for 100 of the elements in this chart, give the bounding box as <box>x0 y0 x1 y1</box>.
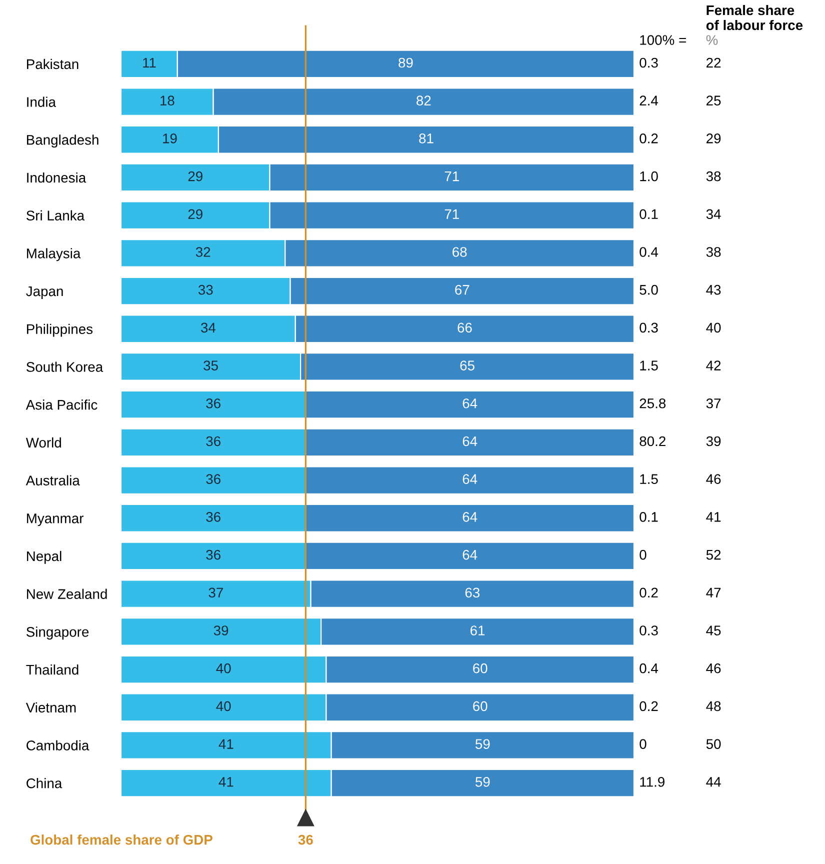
y-tick-label: New Zealand <box>27 588 107 599</box>
data-label: 64 <box>462 550 478 560</box>
data-label: 29 <box>188 171 202 182</box>
text: 39 <box>706 436 721 446</box>
data-label: 37 <box>208 588 223 598</box>
data-label: 66 <box>458 322 472 333</box>
y-tick-label: Singapore <box>26 626 89 640</box>
data-label: 68 <box>452 247 467 257</box>
y-tick-label: World <box>26 437 61 448</box>
text: 46 <box>706 474 721 484</box>
text: 45 <box>706 626 721 636</box>
data-label: 71 <box>444 172 459 182</box>
text: 11.9 <box>640 776 664 787</box>
text: 25.8 <box>640 398 666 408</box>
data-label: 60 <box>473 701 488 712</box>
text: 25 <box>706 96 721 106</box>
text: 0.2 <box>640 588 658 598</box>
text: 40 <box>706 322 721 333</box>
text: 0.1 <box>640 209 658 220</box>
data-label: 60 <box>473 663 488 674</box>
y-tick-label: Malaysia <box>27 248 81 262</box>
y-tick-label: Pakistan <box>27 58 78 70</box>
text: 0.3 <box>640 58 658 68</box>
data-label: 64 <box>462 512 478 522</box>
data-label: 59 <box>475 776 490 787</box>
y-tick-label: Bangladesh <box>27 134 98 148</box>
text: 0.1 <box>640 512 658 522</box>
data-label: 36 <box>206 398 220 408</box>
text: 0.4 <box>640 663 658 674</box>
y-tick-label: Myanmar <box>27 514 84 526</box>
text: 37 <box>706 398 721 408</box>
text: 1.5 <box>640 360 658 370</box>
data-label: 36 <box>206 512 220 522</box>
data-label: 34 <box>201 322 216 333</box>
data-label: 19 <box>163 134 177 144</box>
y-tick-label: South Korea <box>26 362 104 372</box>
y-tick-label: Asia Pacific <box>26 400 98 410</box>
data-label: 65 <box>460 360 474 370</box>
text: 42 <box>706 360 721 370</box>
data-label: 40 <box>216 701 231 712</box>
y-tick-label: Vietnam <box>26 702 76 713</box>
data-label: 63 <box>465 588 480 598</box>
data-label: 89 <box>398 58 413 68</box>
data-label: 82 <box>416 96 431 106</box>
data-label: 64 <box>462 474 478 484</box>
text: Global female share of GDP <box>30 834 212 845</box>
text: 1.0 <box>640 171 658 182</box>
text: 1.5 <box>640 474 658 484</box>
data-label: 64 <box>462 436 478 446</box>
text: 0.2 <box>640 701 658 712</box>
data-label: 11 <box>143 58 156 68</box>
text: 46 <box>706 663 721 674</box>
data-label: 29 <box>188 209 202 220</box>
text: 0.4 <box>640 247 658 257</box>
data-label: 36 <box>206 474 220 484</box>
data-label: 33 <box>198 284 213 295</box>
y-tick-label: Cambodia <box>26 740 90 750</box>
data-label: 32 <box>196 247 210 257</box>
text: 38 <box>706 247 721 257</box>
text: 80.2 <box>640 436 666 446</box>
data-label: 81 <box>419 134 434 144</box>
data-label: 18 <box>160 96 174 106</box>
y-tick-label: Philippines <box>27 324 93 337</box>
data-label: 40 <box>216 663 231 674</box>
text: 100% = <box>640 35 686 45</box>
y-tick-label: Sri Lanka <box>26 210 85 220</box>
data-label: 41 <box>218 739 234 749</box>
data-label: 59 <box>475 739 490 749</box>
text: 47 <box>706 588 721 598</box>
text: 44 <box>706 777 721 787</box>
data-label: 41 <box>218 777 234 787</box>
data-label: 36 <box>206 550 220 560</box>
text: 38 <box>706 171 721 182</box>
text: 50 <box>706 739 721 749</box>
text: Female share of labour force <box>706 4 803 30</box>
text: 0.2 <box>640 134 658 144</box>
data-label: 35 <box>204 360 218 370</box>
data-label: 61 <box>470 626 485 636</box>
text: 29 <box>706 134 721 144</box>
data-label: 36 <box>206 436 220 446</box>
y-tick-label: India <box>27 96 56 107</box>
data-label: 71 <box>444 209 459 219</box>
y-tick-label: Indonesia <box>27 172 86 183</box>
text: 34 <box>706 209 721 220</box>
text: % <box>706 35 718 45</box>
text: 48 <box>706 701 721 712</box>
y-tick-label: China <box>26 778 62 788</box>
text: 5.0 <box>640 284 658 295</box>
text: 2.4 <box>640 96 658 106</box>
y-tick-label: Nepal <box>27 550 62 564</box>
text: 43 <box>706 284 721 295</box>
data-label: 64 <box>462 398 478 408</box>
y-tick-label: Japan <box>26 286 63 299</box>
y-tick-label: Thailand <box>26 664 78 675</box>
data-label: 39 <box>214 626 228 636</box>
text: 0.3 <box>640 626 658 636</box>
text: 0.3 <box>640 322 658 333</box>
text: 22 <box>706 58 721 68</box>
y-tick-label: Australia <box>26 475 80 486</box>
text: 0 <box>640 550 646 560</box>
